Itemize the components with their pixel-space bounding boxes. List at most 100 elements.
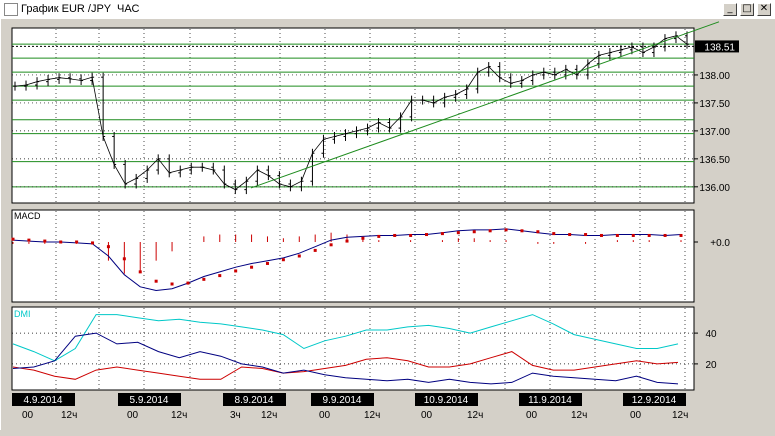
price-axis-label: 137.00 [699,127,730,138]
price-close-line [14,35,688,191]
date-label: 10.9.2014 [424,395,469,406]
macd-signal-point [456,231,460,235]
chart-svg: 138.00 137.50 137.00 136.50 136.00 138.51 +0.0… [11,21,739,421]
date-label-badge [415,393,478,406]
dmi-axis-label: 40 [705,329,717,340]
title-bar[interactable]: График EUR /JPY ЧАС _ □ ✕ [1,1,775,19]
macd-signal-point [361,236,365,240]
macd-signal-point [377,234,381,238]
macd-signal-point [122,257,126,261]
macd-signal-point [472,230,476,234]
macd-signal-point [170,282,174,286]
date-label-badge [311,393,374,406]
date-label: 5.9.2014 [130,395,169,406]
dmi-line-2 [12,351,679,380]
price-axis-label: 136.00 [699,183,730,194]
hour-label: 12ч [364,410,380,421]
chart-app-icon [4,3,18,16]
macd-signal-point [186,281,190,285]
macd-signal-point [154,279,158,283]
macd-signal-point [568,233,572,237]
hour-label: 12ч [467,410,483,421]
panel-1-frame [11,27,695,204]
macd-signal-point [59,240,63,244]
hour-label: 12ч [672,410,688,421]
hour-label: 12ч [61,410,77,421]
macd-title: MACD [14,211,41,221]
dmi-axis-label: 20 [705,360,717,371]
macd-signal-point [91,241,95,245]
panel-2-frame [11,209,695,303]
macd-signal-point [234,269,238,273]
dmi-line-1 [12,314,679,362]
macd-signal-point [313,248,317,252]
macd-zero-label: +0.0 [710,238,730,249]
dmi-title: DMI [14,309,31,319]
macd-signal-point [409,233,413,237]
date-label: 4.9.2014 [24,395,63,406]
trendline [250,21,720,189]
date-label-badge [223,393,286,406]
date-label-badge [519,393,582,406]
macd-signal-point [647,233,651,237]
hour-label: 00 [421,410,433,421]
hour-label: 00 [22,410,34,421]
macd-signal-point [504,228,508,232]
macd-signal-point [297,254,301,258]
hour-label: 00 [127,410,139,421]
macd-signal-point [43,239,47,243]
macd-signal-point [345,239,349,243]
macd-signal-point [75,240,79,244]
macd-signal-point [440,232,444,236]
minimize-button[interactable]: _ [723,3,737,16]
maximize-button[interactable]: □ [740,3,754,16]
date-label: 12.9.2014 [632,395,677,406]
macd-signal-point [250,265,254,269]
macd-signal-point [265,261,269,265]
macd-signal-point [631,233,635,237]
date-label: 8.9.2014 [235,395,274,406]
macd-signal-point [552,232,556,236]
macd-signal-point [11,237,15,241]
current-price-badge [695,40,739,53]
price-axis-label: 136.50 [699,155,730,166]
hour-label: 12ч [571,410,587,421]
date-label-badge [118,393,181,406]
macd-signal-point [488,229,492,233]
macd-signal-point [202,277,206,281]
panel-3-frame [11,306,695,391]
date-label-badge [12,393,75,406]
window-title: График EUR /JPY ЧАС [21,3,140,15]
date-label-badge [623,393,686,406]
hour-label: 3ч [230,410,241,421]
macd-signal-point [27,238,31,242]
date-label: 9.9.2014 [323,395,362,406]
macd-signal-point [218,274,222,278]
macd-signal-point [425,233,429,237]
hour-label: 00 [526,410,538,421]
hour-label: 00 [630,410,642,421]
macd-signal-point [599,233,603,237]
macd-signal-point [663,233,667,237]
chart-area[interactable]: 138.00 137.50 137.00 136.50 136.00 138.51 +0.0… [1,19,775,431]
macd-signal-point [393,233,397,237]
macd-signal-point [106,245,110,249]
macd-signal-point [520,229,524,233]
macd-signal-point [615,233,619,237]
macd-signal-point [329,243,333,247]
price-axis-label: 137.50 [699,99,730,110]
price-axis-label: 138.00 [699,71,730,82]
macd-signal-point [679,233,683,237]
macd-signal-point [281,258,285,262]
macd-signal-point [536,230,540,234]
macd-signal-point [138,270,142,274]
date-label: 11.9.2014 [528,395,572,406]
hour-label: 12ч [261,410,277,421]
macd-signal-point [584,233,588,237]
hour-label: 00 [319,410,331,421]
current-price-label: 138.51 [704,42,735,53]
close-button[interactable]: ✕ [757,3,771,16]
dmi-line-3 [12,332,679,385]
hour-label: 12ч [171,410,187,421]
